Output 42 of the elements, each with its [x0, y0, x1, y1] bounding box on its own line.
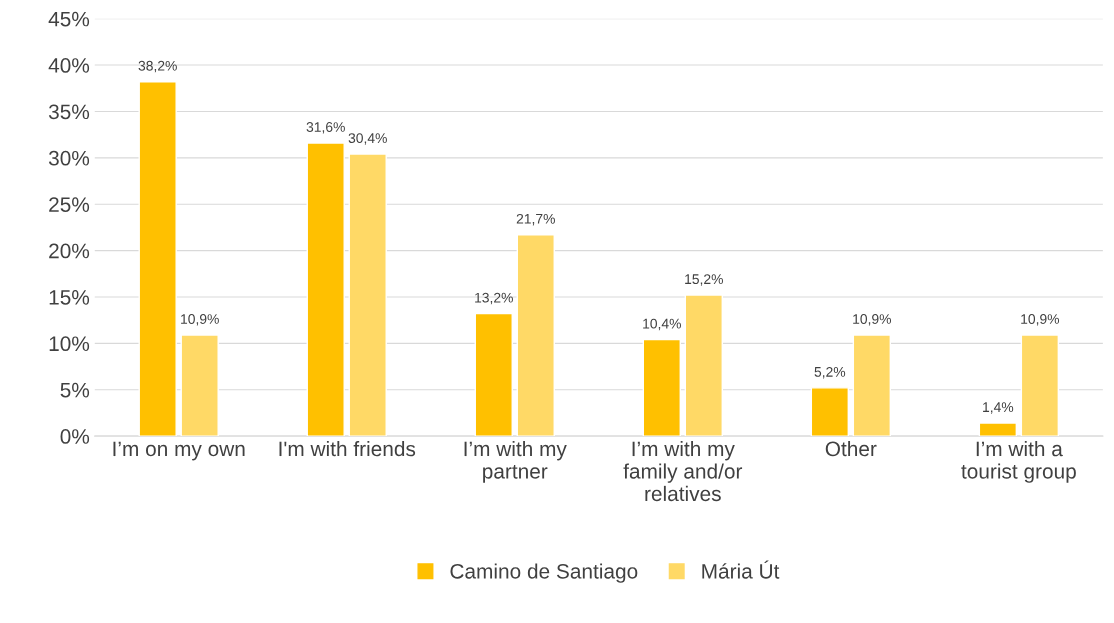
bar [348, 153, 387, 437]
y-tick-label: 40% [48, 58, 90, 73]
y-tick-label: 15% [49, 290, 90, 305]
x-tick-label: I’m with my family and/or relatives [623, 440, 743, 502]
y-tick-label: 20% [49, 243, 90, 259]
data-label: 21,7% [516, 213, 555, 226]
x-tick-label: I'm with friends [279, 440, 416, 457]
bar [474, 312, 513, 437]
data-label: 13,2% [475, 292, 513, 305]
bar [684, 294, 723, 437]
bar [1020, 334, 1060, 437]
bar [516, 234, 555, 437]
x-tick-label: I’m with my partner [464, 440, 567, 483]
bar [978, 422, 1018, 437]
data-label: 10,9% [1021, 314, 1060, 326]
x-tick-label: I’m on my own [113, 441, 245, 461]
y-tick-label: 45% [48, 11, 90, 27]
data-label: 5,2% [814, 366, 846, 379]
bar [138, 81, 177, 437]
data-label: 31,6% [306, 122, 345, 134]
data-label: 38,2% [138, 60, 177, 73]
bar [180, 334, 219, 437]
y-tick-label: 10% [49, 336, 90, 352]
y-tick-label: 25% [49, 197, 90, 212]
bar [810, 387, 849, 437]
data-label: 10,9% [181, 314, 219, 326]
bar [642, 338, 681, 437]
x-tick-label: I’m with a tourist group [961, 440, 1076, 483]
y-tick-label: 35% [48, 104, 90, 120]
data-label: 15,2% [685, 274, 723, 286]
data-label: 30,4% [348, 133, 387, 145]
data-label: 10,4% [643, 318, 681, 331]
y-tick-label: 0% [60, 429, 90, 444]
x-tick-label: Other [825, 440, 877, 457]
bar [306, 142, 345, 437]
legend-label: Mária Út [702, 560, 780, 579]
legend-label: Camino de Santiago [450, 563, 638, 583]
y-tick-label: 5% [60, 382, 90, 398]
data-label: 1,4% [983, 402, 1014, 414]
bar [852, 334, 891, 437]
data-label: 10,9% [853, 314, 892, 326]
y-tick-label: 30% [48, 150, 90, 166]
